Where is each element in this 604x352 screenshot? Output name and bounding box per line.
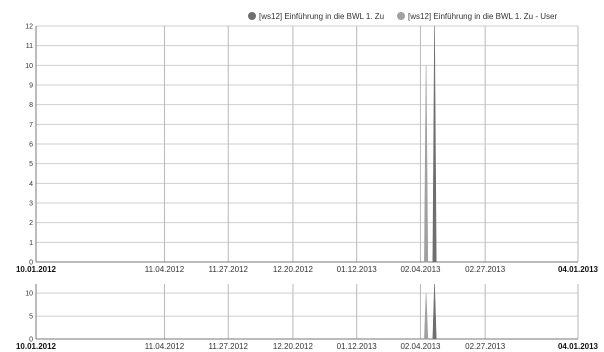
- legend-label-series-2: [ws12] Einführung in die BWL 1. Zu - Use…: [408, 12, 557, 21]
- overview-x-tick-label: 10.01.2012: [16, 342, 57, 351]
- overview-peak-series-1[interactable]: [432, 283, 437, 340]
- main-y-tick-label: 4: [29, 181, 33, 188]
- main-x-tick-label: 12.20.2012: [273, 265, 314, 274]
- main-y-tick-label: 8: [29, 102, 33, 109]
- overview-x-tick-label: 04.01.2013: [558, 342, 599, 351]
- overview-plot[interactable]: 0 5 10 10.01.2012 11.04.2012 11.27.2012 12.20.…: [16, 283, 599, 351]
- main-peak-series-1[interactable]: [432, 25, 437, 263]
- overview-peak-series-2[interactable]: [424, 293, 429, 340]
- main-y-tick-label: 6: [29, 142, 33, 149]
- legend-item-series-2[interactable]: [ws12] Einführung in die BWL 1. Zu - Use…: [397, 12, 557, 21]
- main-x-tick-label: 02.27.2013: [465, 265, 506, 274]
- main-peak-series-2[interactable]: [424, 65, 429, 263]
- main-y-tick-label: 7: [29, 122, 33, 129]
- overview-x-tick-label: 11.04.2012: [145, 342, 185, 351]
- main-y-tick-label: 0: [29, 260, 33, 267]
- main-y-tick-label: 10: [25, 63, 33, 70]
- overview-x-tick-label: 02.27.2013: [465, 342, 506, 351]
- main-x-tick-label: 10.01.2012: [16, 265, 57, 274]
- main-x-tick-label: 02.04.2013: [400, 265, 441, 274]
- main-x-tick-label: 11.27.2012: [209, 265, 249, 274]
- overview-x-tick-label: 11.27.2012: [209, 342, 249, 351]
- legend-marker-series-1: [248, 12, 256, 20]
- main-y-tick-label: 3: [29, 201, 33, 208]
- main-x-tick-label: 11.04.2012: [145, 265, 185, 274]
- overview-x-tick-label: 12.20.2012: [273, 342, 314, 351]
- legend: [ws12] Einführung in die BWL 1. Zu [ws12…: [248, 12, 557, 21]
- legend-item-series-1[interactable]: [ws12] Einführung in die BWL 1. Zu: [248, 12, 384, 21]
- overview-y-tick-label: 5: [29, 314, 33, 321]
- main-y-tick-label: 12: [25, 24, 33, 31]
- legend-marker-series-2: [397, 12, 405, 20]
- legend-label-series-1: [ws12] Einführung in die BWL 1. Zu: [259, 12, 384, 21]
- overview-y-tick-label: 10: [25, 291, 33, 298]
- main-y-tick-label: 11: [26, 43, 33, 50]
- main-x-tick-label: 04.01.2013: [558, 265, 599, 274]
- overview-x-tick-label: 02.04.2013: [400, 342, 441, 351]
- main-x-tick-label: 01.12.2013: [337, 265, 378, 274]
- overview-y-tick-label: 0: [29, 337, 33, 344]
- main-y-tick-label: 2: [29, 220, 33, 227]
- main-y-tick-label: 1: [29, 240, 33, 247]
- main-y-tick-label: 9: [29, 83, 33, 90]
- main-y-tick-label: 5: [29, 161, 33, 168]
- overview-x-tick-label: 01.12.2013: [337, 342, 378, 351]
